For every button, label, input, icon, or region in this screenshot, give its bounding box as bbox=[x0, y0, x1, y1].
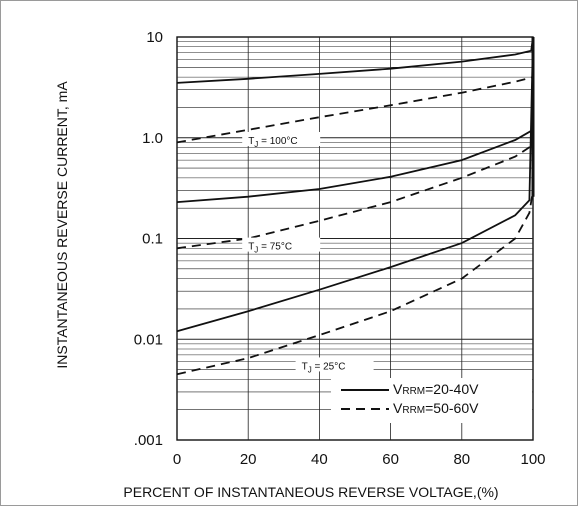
annotation-bg bbox=[242, 131, 321, 146]
legend: VRRM=20-40V VRRM=50-60V bbox=[331, 378, 532, 423]
annotation-bg bbox=[242, 237, 321, 252]
annotation-2: TJ = 75°C bbox=[248, 242, 292, 255]
annotation-1: TJ = 100°C bbox=[248, 136, 297, 149]
x-tick-label: 40 bbox=[311, 451, 328, 468]
x-tick-label: 20 bbox=[240, 451, 257, 468]
y-tick-label: 0.1 bbox=[142, 231, 163, 248]
series-line-3-solid bbox=[176, 129, 534, 203]
x-tick-label: 60 bbox=[382, 451, 399, 468]
series-line-2-dashed bbox=[176, 76, 534, 144]
series-line-4-dashed bbox=[176, 144, 534, 250]
x-tick-label: 0 bbox=[173, 451, 181, 468]
curves bbox=[176, 36, 535, 376]
x-tick-label: 100 bbox=[520, 451, 545, 468]
y-axis-label: INSTANTANEOUS REVERSE CURRENT, mA bbox=[54, 81, 70, 369]
x-tick-label: 80 bbox=[453, 451, 470, 468]
series-line-1-solid bbox=[176, 36, 534, 84]
grid bbox=[176, 36, 534, 441]
y-tick-label: 0.01 bbox=[134, 331, 163, 348]
legend-label: VRRM=50-60V bbox=[393, 400, 479, 416]
tick-labels: 0 20 40 60 80 100 .001 0.01 0.1 1.0 10 bbox=[134, 29, 546, 468]
y-tick-label: 1.0 bbox=[142, 130, 163, 147]
annotation-bg bbox=[295, 357, 374, 372]
series-line-5-solid bbox=[176, 36, 534, 333]
temperature-annotations: TJ = 100°C TJ = 75°C TJ = 25°C bbox=[242, 131, 374, 374]
y-tick-label: 10 bbox=[146, 29, 163, 46]
legend-box bbox=[331, 378, 532, 423]
x-axis-label: PERCENT OF INSTANTANEOUS REVERSE VOLTAGE… bbox=[123, 484, 498, 500]
series-line-6-dashed bbox=[176, 190, 534, 376]
legend-label: VRRM=20-40V bbox=[393, 381, 479, 397]
annotation-3: TJ = 25°C bbox=[302, 361, 346, 374]
y-tick-label: .001 bbox=[134, 432, 163, 449]
